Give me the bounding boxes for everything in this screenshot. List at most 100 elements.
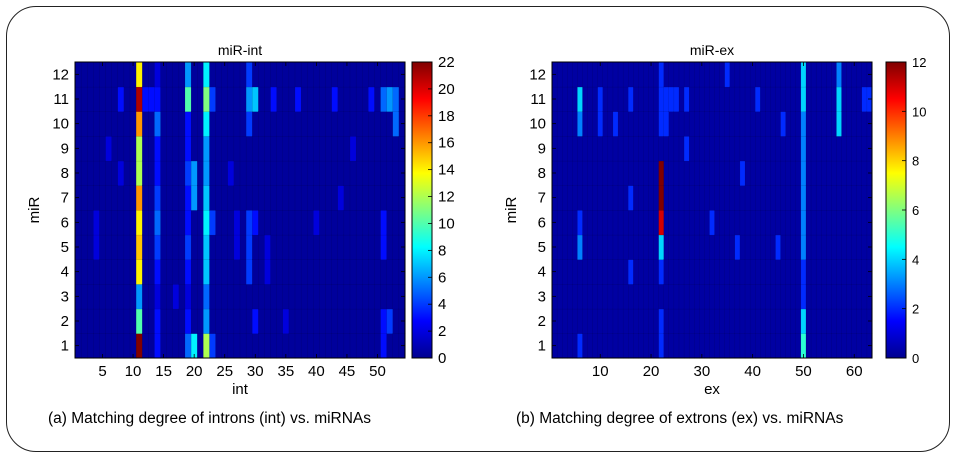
heatmap-cell bbox=[674, 309, 679, 334]
heatmap-cell bbox=[582, 309, 587, 334]
heatmap-cell bbox=[588, 284, 593, 309]
heatmap-cell bbox=[148, 309, 155, 334]
heatmap-cell bbox=[811, 259, 816, 284]
heatmap-cell bbox=[740, 111, 745, 136]
heatmap-cell bbox=[689, 62, 694, 87]
heatmap-cell bbox=[699, 210, 704, 235]
heatmap-cell bbox=[618, 185, 623, 210]
heatmap-cell bbox=[643, 235, 648, 260]
heatmap-cell bbox=[791, 210, 796, 235]
heatmap-cell bbox=[765, 62, 770, 87]
heatmap-cell bbox=[326, 333, 333, 358]
heatmap-cell bbox=[745, 161, 750, 186]
heatmap-cell bbox=[598, 87, 603, 112]
heatmap-cell bbox=[173, 259, 180, 284]
heatmap-cell bbox=[826, 309, 831, 334]
heatmap-cell bbox=[862, 136, 867, 161]
heatmap-cell bbox=[161, 259, 168, 284]
heatmap-cell bbox=[567, 62, 572, 87]
heatmap-cell bbox=[264, 259, 271, 284]
heatmap-cell bbox=[148, 111, 155, 136]
heatmap-cell bbox=[87, 309, 94, 334]
y-tick-label: 2 bbox=[538, 313, 546, 330]
heatmap-cell bbox=[93, 259, 100, 284]
heatmap-cell bbox=[234, 210, 241, 235]
heatmap-cell bbox=[277, 62, 284, 87]
heatmap-cell bbox=[613, 136, 618, 161]
heatmap-cell bbox=[161, 235, 168, 260]
heatmap-cell bbox=[628, 235, 633, 260]
heatmap-cell bbox=[222, 161, 229, 186]
heatmap-cell bbox=[240, 185, 247, 210]
heatmap-cell bbox=[350, 111, 357, 136]
heatmap-cell bbox=[811, 136, 816, 161]
heatmap-cell bbox=[715, 309, 720, 334]
heatmap-cell bbox=[307, 111, 314, 136]
heatmap-cell bbox=[862, 161, 867, 186]
heatmap-cell bbox=[862, 111, 867, 136]
heatmap-cell bbox=[633, 309, 638, 334]
heatmap-cell bbox=[684, 185, 689, 210]
heatmap-cell bbox=[362, 333, 369, 358]
heatmap-cell bbox=[735, 136, 740, 161]
heatmap-cell bbox=[775, 111, 780, 136]
heatmap-cell bbox=[356, 111, 363, 136]
heatmap-cell bbox=[781, 136, 786, 161]
heatmap-cell bbox=[258, 284, 265, 309]
heatmap-cell bbox=[730, 259, 735, 284]
heatmap-cell bbox=[381, 62, 388, 87]
heatmap-cell bbox=[796, 161, 801, 186]
heatmap-cell bbox=[755, 87, 760, 112]
heatmap-cell bbox=[826, 210, 831, 235]
heatmap-cell bbox=[326, 111, 333, 136]
heatmap-cell bbox=[862, 309, 867, 334]
heatmap-cell bbox=[684, 235, 689, 260]
heatmap-cell bbox=[572, 210, 577, 235]
heatmap-cell bbox=[745, 111, 750, 136]
heatmap-cell bbox=[588, 136, 593, 161]
heatmap-cell bbox=[332, 136, 339, 161]
heatmap-cell bbox=[154, 136, 161, 161]
heatmap-cell bbox=[167, 87, 174, 112]
heatmap-cell bbox=[167, 210, 174, 235]
heatmap-cell bbox=[87, 333, 94, 358]
heatmap-cell bbox=[167, 309, 174, 334]
y-tick-label: 5 bbox=[538, 239, 546, 256]
heatmap-cell bbox=[643, 309, 648, 334]
heatmap-cell bbox=[319, 309, 326, 334]
heatmap-cell bbox=[368, 111, 375, 136]
heatmap-cell bbox=[755, 333, 760, 358]
heatmap-cell bbox=[593, 87, 598, 112]
heatmap-cell bbox=[393, 333, 400, 358]
heatmap-cell bbox=[295, 284, 302, 309]
heatmap-cell bbox=[130, 259, 137, 284]
heatmap-cell bbox=[816, 284, 821, 309]
heatmap-cell bbox=[179, 62, 186, 87]
heatmap-cell bbox=[350, 136, 357, 161]
heatmap-cell bbox=[588, 333, 593, 358]
heatmap-cell bbox=[356, 235, 363, 260]
heatmap-cell bbox=[167, 161, 174, 186]
heatmap-cell bbox=[307, 210, 314, 235]
heatmap-cell bbox=[240, 284, 247, 309]
heatmap-cell bbox=[582, 111, 587, 136]
heatmap-cell bbox=[765, 136, 770, 161]
heatmap-cell bbox=[350, 284, 357, 309]
heatmap-cell bbox=[313, 161, 320, 186]
heatmap-cell bbox=[649, 309, 654, 334]
heatmap-cell bbox=[572, 259, 577, 284]
heatmap-cell bbox=[816, 210, 821, 235]
heatmap-cell bbox=[216, 284, 223, 309]
heatmap-cell bbox=[344, 111, 351, 136]
heatmap-cell bbox=[735, 309, 740, 334]
heatmap-cell bbox=[228, 62, 235, 87]
heatmap-cell bbox=[786, 309, 791, 334]
heatmap-cell bbox=[307, 284, 314, 309]
heatmap-cell bbox=[750, 259, 755, 284]
heatmap-cell bbox=[775, 136, 780, 161]
heatmap-cell bbox=[842, 111, 847, 136]
heatmap-cell bbox=[562, 284, 567, 309]
heatmap-cell bbox=[338, 111, 345, 136]
heatmap-cell bbox=[332, 284, 339, 309]
heatmap-cell bbox=[796, 309, 801, 334]
